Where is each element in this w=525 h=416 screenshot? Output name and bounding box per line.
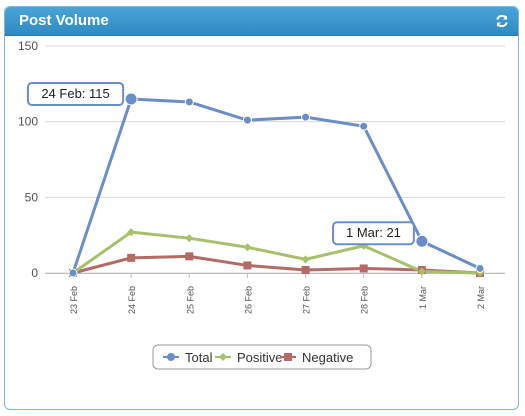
x-tick-label: 28 Feb bbox=[360, 286, 370, 314]
x-tick-label: 24 Feb bbox=[127, 286, 137, 314]
point-positive[interactable] bbox=[185, 234, 194, 243]
point-negative[interactable] bbox=[127, 253, 136, 262]
post-volume-widget: Post Volume bbox=[4, 6, 519, 410]
x-tick-label: 27 Feb bbox=[302, 286, 312, 314]
y-tick-label: 150 bbox=[18, 39, 38, 53]
point-positive[interactable] bbox=[301, 255, 310, 264]
tooltip-box bbox=[26, 81, 125, 106]
point-positive[interactable] bbox=[243, 243, 252, 252]
x-tick-label: 23 Feb bbox=[69, 286, 79, 314]
legend-marker-total bbox=[167, 353, 175, 361]
widget-header: Post Volume bbox=[5, 7, 518, 36]
legend-marker-negative bbox=[284, 353, 292, 361]
x-tick-label: 26 Feb bbox=[243, 286, 253, 314]
point-negative[interactable] bbox=[185, 252, 194, 261]
point-negative[interactable] bbox=[243, 261, 252, 270]
point-total[interactable] bbox=[415, 234, 429, 248]
point-total[interactable] bbox=[68, 268, 78, 278]
widget-title: Post Volume bbox=[19, 12, 109, 29]
tooltip-label: 24 Feb: 115 bbox=[41, 86, 109, 101]
point-negative[interactable] bbox=[359, 264, 368, 273]
point-total[interactable] bbox=[359, 121, 369, 131]
y-tick-label: 50 bbox=[25, 190, 39, 204]
point-total[interactable] bbox=[475, 263, 485, 273]
legend-item-positive[interactable]: Positive bbox=[237, 350, 283, 365]
refresh-icon[interactable] bbox=[494, 13, 510, 29]
point-positive[interactable] bbox=[127, 228, 136, 237]
tooltip-box bbox=[332, 221, 415, 246]
point-positive[interactable] bbox=[417, 267, 426, 276]
series-line-positive bbox=[72, 230, 481, 275]
point-total[interactable] bbox=[242, 115, 252, 125]
legend-marker-positive bbox=[219, 353, 227, 361]
legend-box bbox=[152, 344, 372, 370]
point-negative[interactable] bbox=[301, 265, 310, 274]
series-line-negative bbox=[72, 254, 481, 275]
y-tick-label: 100 bbox=[18, 115, 38, 129]
x-tick-label: 2 Mar bbox=[476, 286, 486, 309]
point-total[interactable] bbox=[184, 97, 194, 107]
legend-item-total[interactable]: Total bbox=[185, 350, 213, 365]
point-total[interactable] bbox=[124, 92, 138, 106]
y-tick-label: 0 bbox=[31, 266, 38, 280]
x-tick-label: 1 Mar bbox=[418, 286, 428, 309]
x-tick-label: 25 Feb bbox=[185, 286, 195, 314]
tooltip-label: 1 Mar: 21 bbox=[346, 225, 401, 240]
legend-item-negative[interactable]: Negative bbox=[302, 350, 353, 365]
point-total[interactable] bbox=[301, 112, 311, 122]
